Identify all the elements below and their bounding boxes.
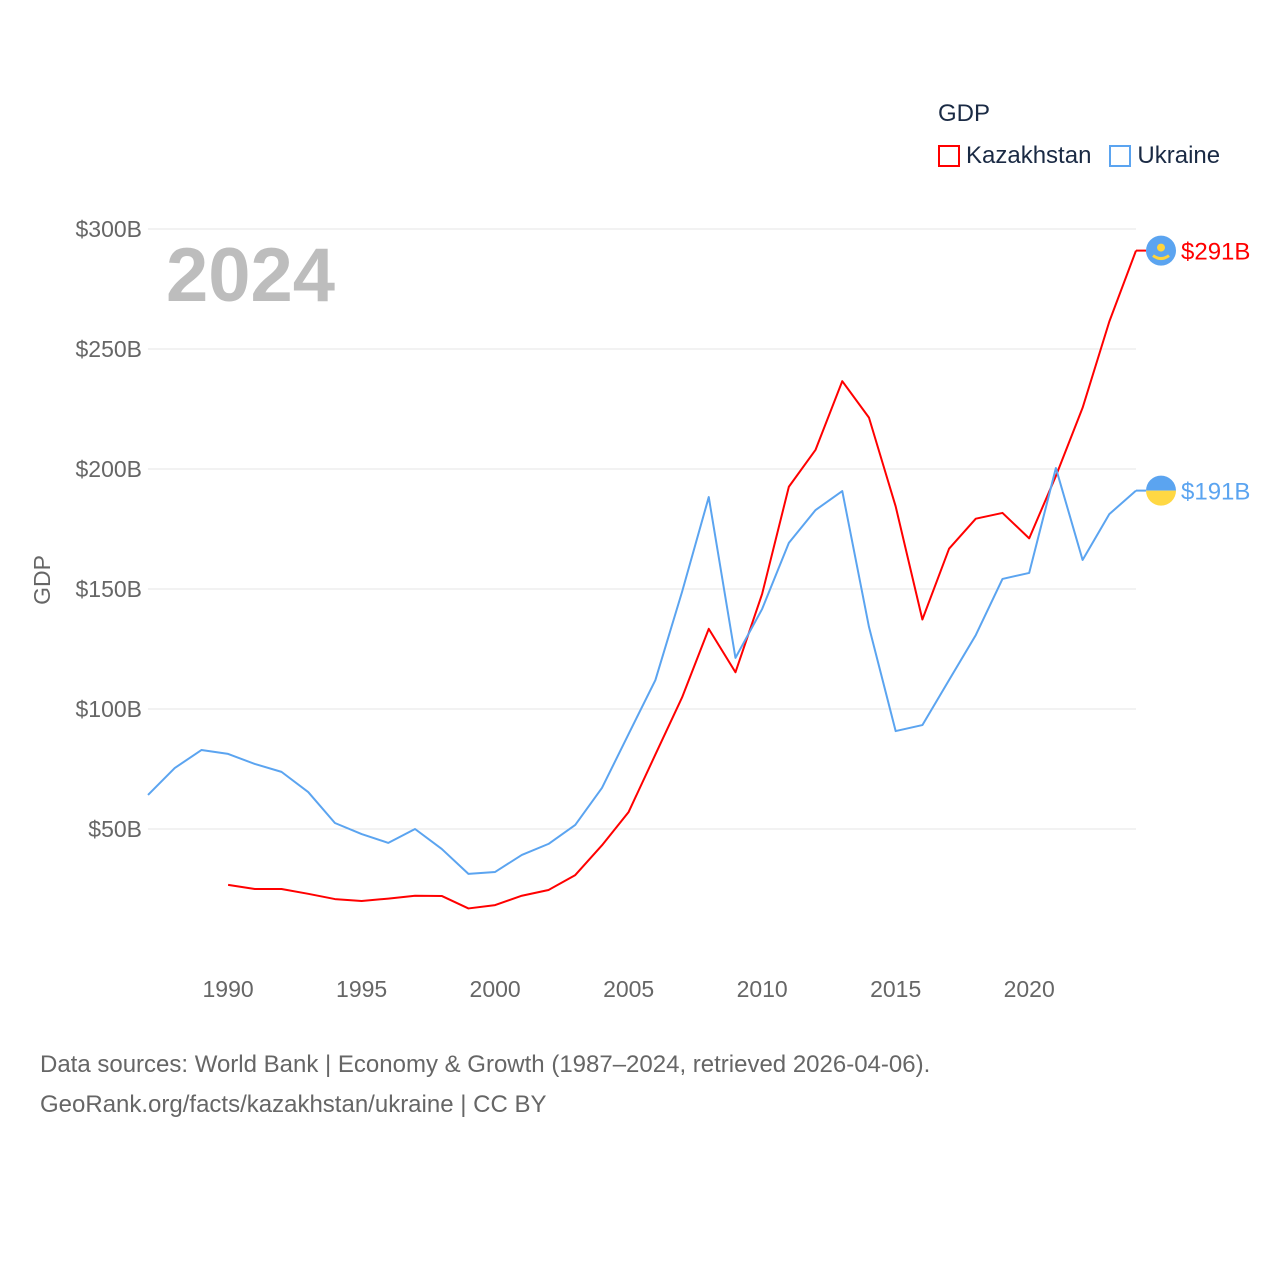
x-tick-label: 2015: [870, 976, 921, 1002]
x-tick-label: 1995: [336, 976, 387, 1002]
end-value-label: $191B: [1181, 479, 1250, 506]
legend-title: GDP: [938, 100, 991, 127]
y-tick-label: $150B: [75, 576, 142, 602]
x-tick-label: 1990: [203, 976, 254, 1002]
y-axis-label: GDP: [29, 555, 55, 605]
legend-item-kazakhstan[interactable]: Kazakhstan: [938, 142, 1091, 170]
source-line-1: Data sources: World Bank | Economy & Gro…: [40, 1051, 931, 1078]
legend-label: Kazakhstan: [966, 142, 1092, 169]
legend: Kazakhstan Ukraine: [938, 142, 1220, 170]
legend-swatch-ukraine: [1109, 145, 1132, 167]
y-tick-label: $300B: [75, 216, 142, 242]
y-tick-label: $200B: [75, 456, 142, 482]
ukraine-flag-lower: [1146, 490, 1176, 506]
x-tick-label: 2000: [470, 976, 521, 1002]
y-tick-label: $100B: [75, 696, 142, 722]
x-tick-label: 2020: [1004, 976, 1055, 1002]
flag-sun: [1157, 243, 1165, 252]
year-label: 2024: [166, 233, 336, 318]
y-tick-label: $250B: [75, 336, 142, 362]
series-line-ukraine: [147, 467, 1137, 875]
source-line-2[interactable]: GeoRank.org/facts/kazakhstan/ukraine | C…: [40, 1091, 547, 1118]
x-tick-label: 2005: [603, 976, 654, 1002]
legend-item-ukraine[interactable]: Ukraine: [1109, 142, 1220, 170]
flag-eagle: [1152, 254, 1170, 261]
end-value-label: $291B: [1181, 239, 1250, 266]
x-tick-label: 2010: [737, 976, 788, 1002]
source-note: Data sources: World Bank | Economy & Gro…: [40, 1045, 930, 1125]
ukraine-flag-icon: [1146, 475, 1176, 491]
y-tick-label: $50B: [88, 816, 142, 842]
legend-swatch-kazakhstan: [938, 145, 960, 167]
series-line-kazakhstan: [227, 250, 1137, 910]
legend-label: Ukraine: [1137, 142, 1221, 169]
